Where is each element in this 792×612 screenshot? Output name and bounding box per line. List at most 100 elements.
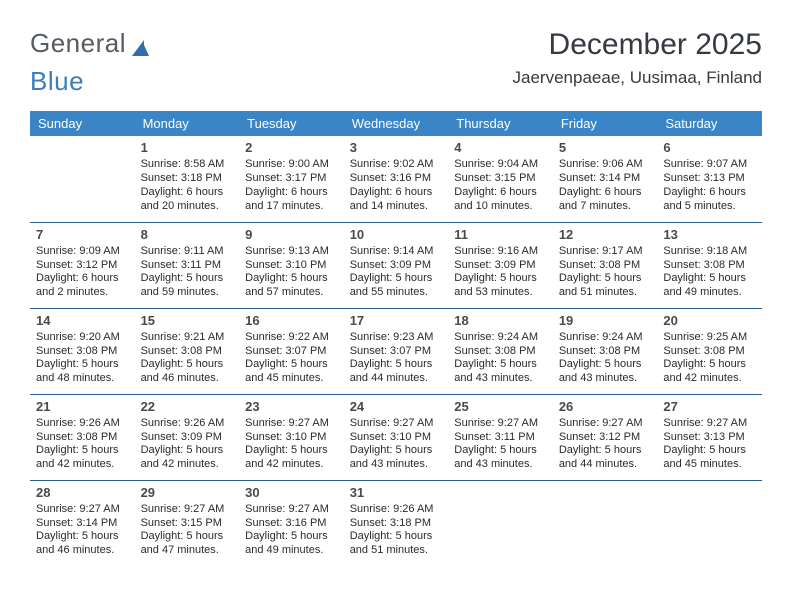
daylight-text: Daylight: 6 hours and 20 minutes.	[141, 186, 234, 214]
daylight-text: Daylight: 5 hours and 59 minutes.	[141, 272, 234, 300]
daylight-text: Daylight: 6 hours and 14 minutes.	[350, 186, 443, 214]
sunrise-text: Sunrise: 9:27 AM	[559, 417, 652, 431]
calendar-table: Sunday Monday Tuesday Wednesday Thursday…	[30, 111, 762, 566]
day-number: 19	[559, 313, 652, 329]
brand-part2: Blue	[30, 66, 84, 97]
daylight-text: Daylight: 5 hours and 48 minutes.	[36, 358, 129, 386]
day-number: 26	[559, 399, 652, 415]
daylight-text: Daylight: 5 hours and 49 minutes.	[663, 272, 756, 300]
sunset-text: Sunset: 3:08 PM	[36, 431, 129, 445]
daylight-text: Daylight: 5 hours and 49 minutes.	[245, 530, 338, 558]
sunset-text: Sunset: 3:07 PM	[245, 345, 338, 359]
daylight-text: Daylight: 5 hours and 47 minutes.	[141, 530, 234, 558]
weekday-header: Thursday	[448, 111, 553, 136]
sunrise-text: Sunrise: 9:23 AM	[350, 331, 443, 345]
calendar-cell: 15Sunrise: 9:21 AMSunset: 3:08 PMDayligh…	[135, 308, 240, 394]
sunrise-text: Sunrise: 9:26 AM	[350, 503, 443, 517]
sunset-text: Sunset: 3:08 PM	[36, 345, 129, 359]
calendar-cell: 3Sunrise: 9:02 AMSunset: 3:16 PMDaylight…	[344, 136, 449, 222]
daylight-text: Daylight: 5 hours and 46 minutes.	[141, 358, 234, 386]
calendar-cell: 7Sunrise: 9:09 AMSunset: 3:12 PMDaylight…	[30, 222, 135, 308]
daylight-text: Daylight: 5 hours and 42 minutes.	[245, 444, 338, 472]
brand-logo: General	[30, 28, 150, 59]
calendar-cell: 23Sunrise: 9:27 AMSunset: 3:10 PMDayligh…	[239, 394, 344, 480]
sunset-text: Sunset: 3:11 PM	[454, 431, 547, 445]
calendar-header: Sunday Monday Tuesday Wednesday Thursday…	[30, 111, 762, 136]
sunrise-text: Sunrise: 9:27 AM	[454, 417, 547, 431]
sunrise-text: Sunrise: 9:11 AM	[141, 245, 234, 259]
sunset-text: Sunset: 3:12 PM	[559, 431, 652, 445]
daylight-text: Daylight: 5 hours and 43 minutes.	[454, 358, 547, 386]
day-number: 6	[663, 140, 756, 156]
calendar-cell: 16Sunrise: 9:22 AMSunset: 3:07 PMDayligh…	[239, 308, 344, 394]
sunset-text: Sunset: 3:18 PM	[141, 172, 234, 186]
sunset-text: Sunset: 3:09 PM	[141, 431, 234, 445]
sunset-text: Sunset: 3:09 PM	[454, 259, 547, 273]
daylight-text: Daylight: 5 hours and 42 minutes.	[36, 444, 129, 472]
daylight-text: Daylight: 5 hours and 42 minutes.	[663, 358, 756, 386]
day-number: 5	[559, 140, 652, 156]
day-number: 1	[141, 140, 234, 156]
day-number: 24	[350, 399, 443, 415]
daylight-text: Daylight: 6 hours and 7 minutes.	[559, 186, 652, 214]
sunset-text: Sunset: 3:14 PM	[36, 517, 129, 531]
sunrise-text: Sunrise: 9:21 AM	[141, 331, 234, 345]
day-number: 9	[245, 227, 338, 243]
calendar-cell: 13Sunrise: 9:18 AMSunset: 3:08 PMDayligh…	[657, 222, 762, 308]
calendar-cell: 19Sunrise: 9:24 AMSunset: 3:08 PMDayligh…	[553, 308, 658, 394]
sunrise-text: Sunrise: 9:27 AM	[141, 503, 234, 517]
weekday-header: Saturday	[657, 111, 762, 136]
day-number: 27	[663, 399, 756, 415]
day-number: 11	[454, 227, 547, 243]
calendar-cell: 22Sunrise: 9:26 AMSunset: 3:09 PMDayligh…	[135, 394, 240, 480]
sunrise-text: Sunrise: 9:24 AM	[559, 331, 652, 345]
calendar-cell: 12Sunrise: 9:17 AMSunset: 3:08 PMDayligh…	[553, 222, 658, 308]
sunset-text: Sunset: 3:18 PM	[350, 517, 443, 531]
calendar-cell: 29Sunrise: 9:27 AMSunset: 3:15 PMDayligh…	[135, 480, 240, 566]
sunrise-text: Sunrise: 9:00 AM	[245, 158, 338, 172]
calendar-cell: 31 Sunrise: 9:26 AMSunset: 3:18 PMDayligh…	[344, 480, 449, 566]
calendar-cell: 10Sunrise: 9:14 AMSunset: 3:09 PMDayligh…	[344, 222, 449, 308]
sunset-text: Sunset: 3:08 PM	[559, 345, 652, 359]
calendar-cell	[448, 480, 553, 566]
daylight-text: Daylight: 5 hours and 53 minutes.	[454, 272, 547, 300]
calendar-cell: 30Sunrise: 9:27 AMSunset: 3:16 PMDayligh…	[239, 480, 344, 566]
sunrise-text: Sunrise: 9:17 AM	[559, 245, 652, 259]
calendar-row: 1Sunrise: 8:58 AMSunset: 3:18 PMDaylight…	[30, 136, 762, 222]
day-number: 2	[245, 140, 338, 156]
sunset-text: Sunset: 3:17 PM	[245, 172, 338, 186]
calendar-row: 14Sunrise: 9:20 AMSunset: 3:08 PMDayligh…	[30, 308, 762, 394]
sunrise-text: Sunrise: 9:26 AM	[36, 417, 129, 431]
calendar-cell: 6Sunrise: 9:07 AMSunset: 3:13 PMDaylight…	[657, 136, 762, 222]
sunrise-text: Sunrise: 9:09 AM	[36, 245, 129, 259]
sunrise-text: Sunrise: 9:14 AM	[350, 245, 443, 259]
calendar-cell: 21Sunrise: 9:26 AMSunset: 3:08 PMDayligh…	[30, 394, 135, 480]
brand-part1: General	[30, 28, 126, 59]
sunset-text: Sunset: 3:09 PM	[350, 259, 443, 273]
calendar-row: 21Sunrise: 9:26 AMSunset: 3:08 PMDayligh…	[30, 394, 762, 480]
daylight-text: Daylight: 6 hours and 17 minutes.	[245, 186, 338, 214]
day-number: 3	[350, 140, 443, 156]
daylight-text: Daylight: 6 hours and 2 minutes.	[36, 272, 129, 300]
day-number: 31	[350, 485, 443, 501]
daylight-text: Daylight: 5 hours and 46 minutes.	[36, 530, 129, 558]
title-block: December 2025 Jaervenpaeae, Uusimaa, Fin…	[513, 28, 762, 88]
sunrise-text: Sunrise: 9:27 AM	[350, 417, 443, 431]
sunrise-text: Sunrise: 9:22 AM	[245, 331, 338, 345]
daylight-text: Daylight: 5 hours and 44 minutes.	[559, 444, 652, 472]
weekday-header: Tuesday	[239, 111, 344, 136]
day-number: 16	[245, 313, 338, 329]
daylight-text: Daylight: 5 hours and 51 minutes.	[350, 530, 443, 558]
sunset-text: Sunset: 3:11 PM	[141, 259, 234, 273]
sunrise-text: Sunrise: 9:27 AM	[245, 417, 338, 431]
month-title: December 2025	[513, 28, 762, 62]
weekday-header: Wednesday	[344, 111, 449, 136]
sunrise-text: Sunrise: 9:07 AM	[663, 158, 756, 172]
sunset-text: Sunset: 3:08 PM	[663, 345, 756, 359]
sunset-text: Sunset: 3:07 PM	[350, 345, 443, 359]
daylight-text: Daylight: 5 hours and 45 minutes.	[663, 444, 756, 472]
calendar-cell: 17Sunrise: 9:23 AMSunset: 3:07 PMDayligh…	[344, 308, 449, 394]
sunrise-text: Sunrise: 9:24 AM	[454, 331, 547, 345]
calendar-cell	[657, 480, 762, 566]
sunrise-text: Sunrise: 9:25 AM	[663, 331, 756, 345]
